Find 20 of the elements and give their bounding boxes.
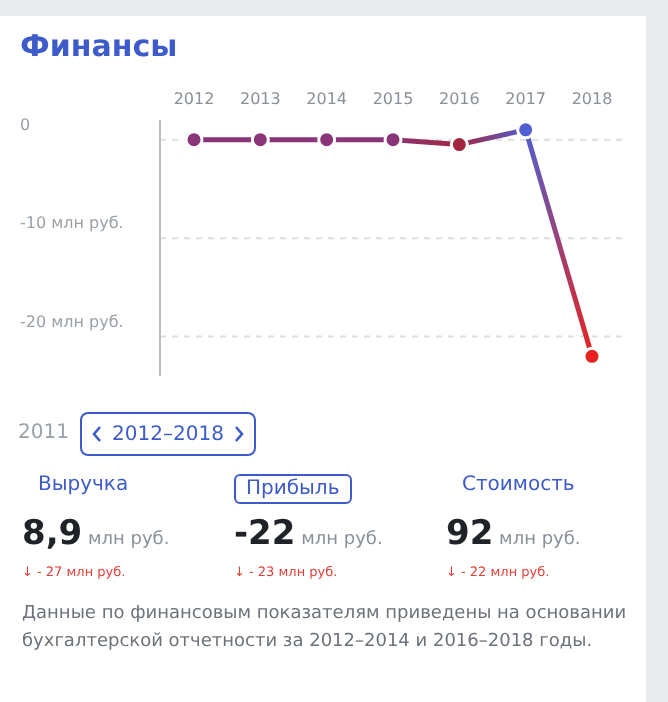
x-tick-label: 2015: [372, 90, 414, 108]
text: 92 млн руб.: [446, 514, 581, 554]
text: Данные по финансовым показателям приведены на основании бухгалтерской отчетности за 2012–2014 и 2016–2018 годы.: [22, 602, 629, 656]
text: Стоимость: [462, 474, 575, 496]
text: 8,9 млн руб.: [22, 514, 170, 554]
text: 2011: [18, 422, 69, 444]
x-tick-label: 2012: [173, 90, 215, 108]
text: Прибыль: [234, 474, 352, 504]
text: 2012–2018: [112, 423, 224, 445]
x-tick-label: 2013: [239, 90, 281, 108]
x-tick-label: 2017: [505, 90, 547, 108]
chart-title: Финансы: [20, 28, 178, 64]
x-tick-label: 2016: [438, 90, 480, 108]
x-tick-label: 2018: [571, 90, 613, 108]
text: -22 млн руб.: [234, 514, 383, 554]
y-tick-label: -10 млн руб.: [20, 214, 124, 233]
y-tick-label: -20 млн руб.: [20, 312, 124, 331]
y-tick-label: 0: [20, 115, 31, 134]
text: Выручка: [38, 474, 129, 496]
x-tick-label: 2014: [306, 90, 348, 108]
